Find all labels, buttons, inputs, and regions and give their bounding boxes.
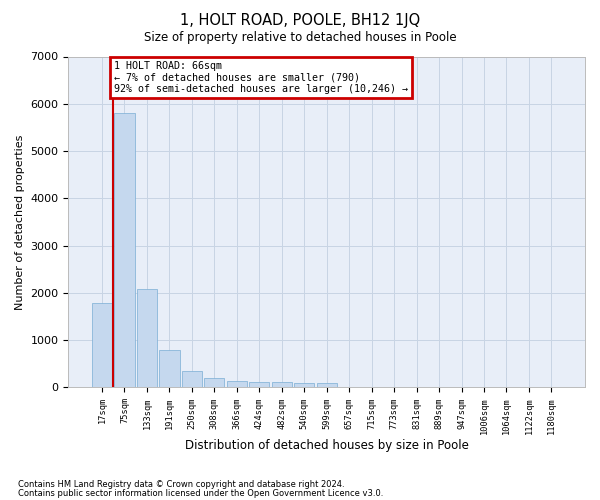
Bar: [115, 113, 134, 388]
Bar: [159, 350, 179, 388]
Text: 1, HOLT ROAD, POOLE, BH12 1JQ: 1, HOLT ROAD, POOLE, BH12 1JQ: [180, 12, 420, 28]
Bar: [182, 371, 202, 388]
Bar: [227, 382, 247, 388]
Text: Contains HM Land Registry data © Crown copyright and database right 2024.: Contains HM Land Registry data © Crown c…: [18, 480, 344, 489]
Bar: [249, 382, 269, 388]
Bar: [204, 378, 224, 388]
Text: Size of property relative to detached houses in Poole: Size of property relative to detached ho…: [143, 31, 457, 44]
Y-axis label: Number of detached properties: Number of detached properties: [15, 134, 25, 310]
Bar: [294, 383, 314, 388]
X-axis label: Distribution of detached houses by size in Poole: Distribution of detached houses by size …: [185, 440, 469, 452]
Bar: [92, 304, 112, 388]
Text: Contains public sector information licensed under the Open Government Licence v3: Contains public sector information licen…: [18, 489, 383, 498]
Bar: [137, 289, 157, 388]
Bar: [317, 383, 337, 388]
Text: 1 HOLT ROAD: 66sqm
← 7% of detached houses are smaller (790)
92% of semi-detache: 1 HOLT ROAD: 66sqm ← 7% of detached hous…: [115, 61, 409, 94]
Bar: [272, 382, 292, 388]
